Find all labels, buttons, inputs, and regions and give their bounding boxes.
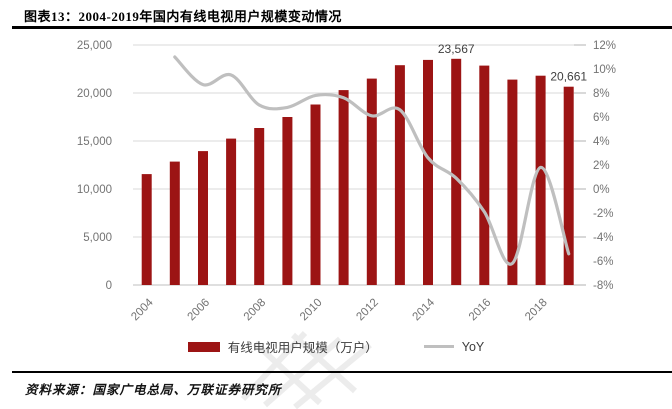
bar-2011	[338, 90, 349, 285]
y-axis-label-right: 4%	[593, 136, 610, 148]
bar-2005	[169, 161, 180, 285]
x-axis-label: 2014	[411, 296, 438, 323]
bar-2018	[535, 75, 546, 285]
bar-2013	[394, 65, 405, 285]
bar-2004	[141, 174, 152, 285]
y-axis-label-right: -2%	[593, 208, 613, 220]
x-axis-label: 2012	[354, 297, 381, 324]
cable-tv-users-chart: 25,000 20,000 15,000 10,000 5,000 0 12% 10% 8% 6%…	[77, 40, 616, 324]
legend-label-yoy: YoY	[461, 339, 485, 354]
bar-2019	[563, 86, 574, 285]
y-axis-label-right: -8%	[593, 280, 613, 292]
footer-divider	[12, 371, 672, 373]
line-series-swatch	[423, 344, 454, 349]
y-axis-label-right: 6%	[593, 112, 610, 124]
y-axis-label-right: -4%	[593, 232, 613, 244]
legend-item-users: 有线电视用户规模（万户）	[187, 337, 378, 356]
y-axis-label-left: 5,000	[83, 232, 112, 244]
bar-2006	[198, 151, 208, 285]
bar-2016	[479, 65, 490, 285]
title-divider	[12, 26, 672, 29]
bar-2014	[423, 59, 433, 286]
x-axis-label: 2010	[298, 297, 325, 324]
y-axis-label-right: 2%	[593, 160, 610, 172]
legend-label-users: 有线电视用户规模（万户）	[227, 341, 378, 355]
yoy-line	[173, 55, 571, 266]
x-axis-label: 2018	[523, 297, 550, 324]
bar-2007	[226, 138, 237, 285]
y-axis-label-right: 0%	[593, 184, 610, 196]
y-axis-label-right: 8%	[593, 88, 610, 100]
y-axis-label-left: 25,000	[77, 40, 112, 52]
chart-legend: 有线电视用户规模（万户） YoY	[0, 337, 672, 356]
bar-2009	[282, 117, 293, 285]
watermark	[240, 330, 372, 409]
y-axis-label-left: 10,000	[77, 184, 112, 196]
y-axis-label-right: -6%	[593, 256, 613, 268]
data-source-note: 资料来源：国家广电总局、万联证券研究所	[25, 383, 282, 397]
y-axis-label-right: 10%	[593, 64, 616, 76]
data-label-2015: 23,567	[438, 42, 475, 56]
bar-2008	[254, 128, 265, 285]
figure-title: 图表13：2004-2019年国内有线电视用户规模变动情况	[24, 9, 342, 24]
y-axis-label-left: 20,000	[77, 88, 112, 100]
y-axis-label-left: 15,000	[77, 136, 112, 148]
y-axis-label-left: 0	[106, 280, 112, 292]
x-axis-label: 2004	[129, 296, 156, 323]
bar-2012	[366, 78, 377, 285]
y-axis-label-right: 12%	[593, 40, 616, 52]
data-label-2019: 20,661	[550, 70, 587, 84]
x-axis-label: 2006	[186, 297, 213, 324]
bar-2017	[507, 79, 518, 285]
legend-item-yoy: YoY	[423, 339, 485, 354]
x-axis-label: 2016	[467, 297, 494, 324]
bar-2010	[310, 104, 321, 285]
bar-series-swatch	[187, 341, 220, 352]
bar-2015	[451, 58, 462, 285]
x-axis-label: 2008	[242, 297, 269, 324]
